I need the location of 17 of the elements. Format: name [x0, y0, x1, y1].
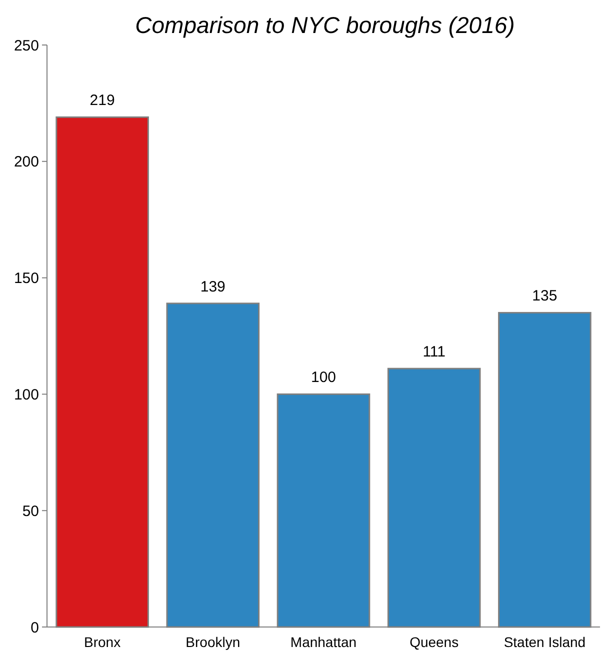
x-tick-label: Queens	[410, 634, 459, 650]
x-tick-label: Staten Island	[504, 634, 586, 650]
y-tick-label: 50	[22, 502, 39, 520]
data-label: 219	[90, 92, 115, 110]
data-label: 139	[200, 278, 226, 296]
y-tick-label: 0	[30, 619, 39, 636]
y-tick-label: 250	[14, 37, 39, 54]
y-tick-label: 150	[14, 270, 39, 288]
y-tick-label: 100	[14, 386, 39, 404]
data-label: 111	[422, 344, 446, 361]
y-tick-label: 200	[14, 154, 39, 171]
data-label: 100	[310, 369, 336, 386]
data-label: 135	[532, 288, 558, 305]
x-tick-label: Bronx	[84, 634, 121, 650]
x-tick-label: Brooklyn	[186, 634, 240, 650]
x-tick-label: Manhattan	[290, 634, 357, 650]
chart-title: Comparison to NYC boroughs (2016)	[135, 12, 515, 38]
